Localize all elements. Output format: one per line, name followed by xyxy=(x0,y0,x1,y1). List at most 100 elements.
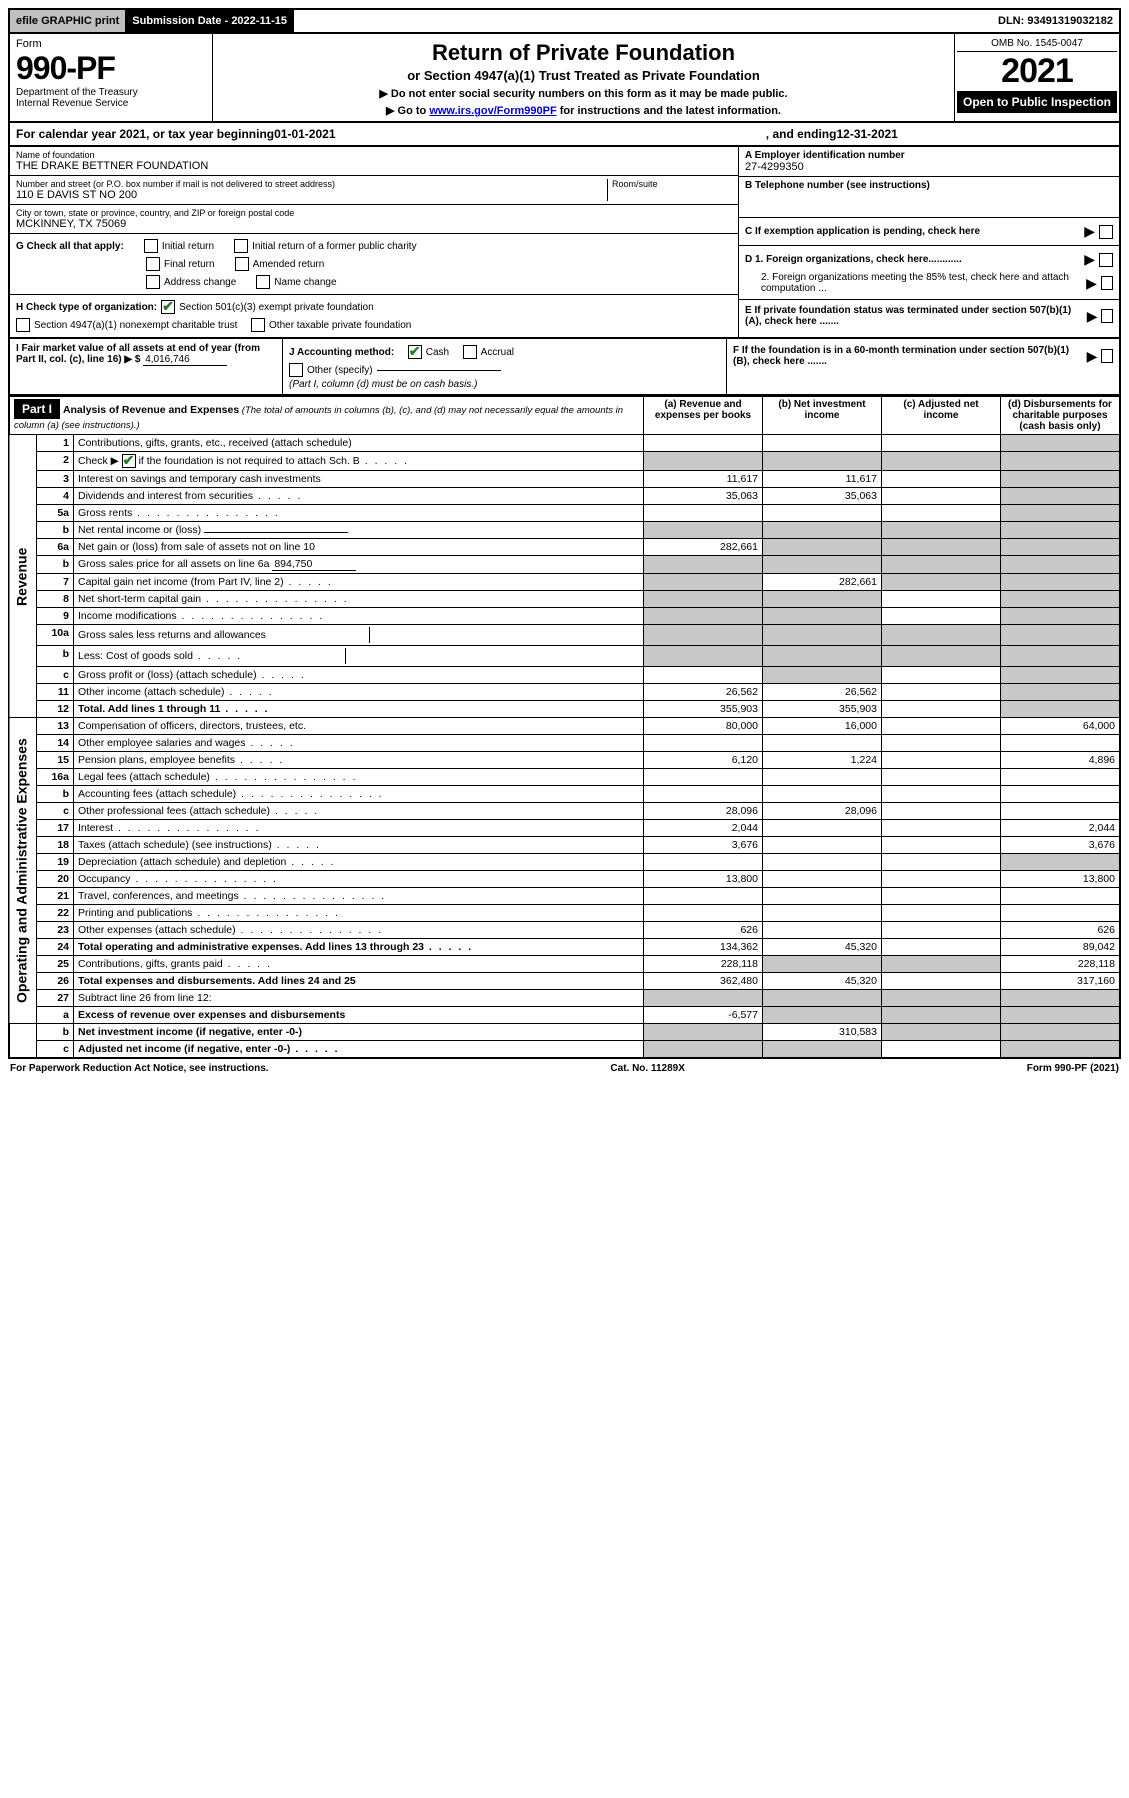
g-opt-5: Name change xyxy=(274,277,336,288)
g-opt-3: Amended return xyxy=(253,259,325,270)
cb-name-change[interactable] xyxy=(256,275,270,289)
cb-sch-b[interactable] xyxy=(122,454,136,468)
cb-cash[interactable] xyxy=(408,345,422,359)
table-row: 12 Total. Add lines 1 through 11 355,903… xyxy=(9,701,1120,718)
expenses-side-label: Operating and Administrative Expenses xyxy=(9,718,37,1024)
table-row: 4 Dividends and interest from securities… xyxy=(9,488,1120,505)
table-row: c Gross profit or (loss) (attach schedul… xyxy=(9,667,1120,684)
j-note: (Part I, column (d) must be on cash basi… xyxy=(289,379,720,390)
cal-pre: For calendar year 2021, or tax year begi… xyxy=(16,127,274,141)
table-row: 19 Depreciation (attach schedule) and de… xyxy=(9,854,1120,871)
header-center: Return of Private Foundation or Section … xyxy=(213,34,954,121)
row-desc: Contributions, gifts, grants, etc., rece… xyxy=(74,435,644,452)
table-row: 21 Travel, conferences, and meetings xyxy=(9,888,1120,905)
h-opt-2: Other taxable private foundation xyxy=(269,320,411,331)
table-row: 17 Interest 2,0442,044 xyxy=(9,820,1120,837)
calendar-year-row: For calendar year 2021, or tax year begi… xyxy=(8,123,1121,147)
form-word: Form xyxy=(16,38,206,50)
top-spacer xyxy=(294,10,992,32)
footer-mid: Cat. No. 11289X xyxy=(610,1063,684,1074)
j-cell: J Accounting method: Cash Accrual Other … xyxy=(283,339,727,394)
cb-status-terminated[interactable] xyxy=(1101,309,1113,323)
cb-4947a1[interactable] xyxy=(16,318,30,332)
form-header: Form 990-PF Department of the Treasury I… xyxy=(8,34,1121,123)
cb-address-change[interactable] xyxy=(146,275,160,289)
table-row: b Net rental income or (loss) xyxy=(9,522,1120,539)
table-row: 26 Total expenses and disbursements. Add… xyxy=(9,973,1120,990)
footer: For Paperwork Reduction Act Notice, see … xyxy=(8,1059,1121,1078)
cb-final-return[interactable] xyxy=(146,257,160,271)
foundation-name-cell: Name of foundation THE DRAKE BETTNER FOU… xyxy=(10,147,738,176)
c-label: C If exemption application is pending, c… xyxy=(745,226,980,237)
row-desc: Check ▶ if the foundation is not require… xyxy=(74,452,644,471)
i-value: 4,016,746 xyxy=(143,354,227,366)
table-row: 2 Check ▶ if the foundation is not requi… xyxy=(9,452,1120,471)
table-row: 23 Other expenses (attach schedule) 6266… xyxy=(9,922,1120,939)
f-cell: F If the foundation is in a 60-month ter… xyxy=(727,339,1119,394)
ein-label: A Employer identification number xyxy=(745,150,1113,161)
note2-pre: ▶ Go to xyxy=(386,105,429,117)
cb-other-method[interactable] xyxy=(289,363,303,377)
tel-label: B Telephone number (see instructions) xyxy=(745,180,1113,191)
cb-exemption-pending[interactable] xyxy=(1099,225,1113,239)
cb-60-month[interactable] xyxy=(1101,349,1113,363)
c-cell: C If exemption application is pending, c… xyxy=(739,218,1119,246)
col-b-header: (b) Net investment income xyxy=(763,397,882,435)
table-row: c Adjusted net income (if negative, ente… xyxy=(9,1041,1120,1059)
table-row: 14 Other employee salaries and wages xyxy=(9,735,1120,752)
table-row: b Accounting fees (attach schedule) xyxy=(9,786,1120,803)
table-row: 6a Net gain or (loss) from sale of asset… xyxy=(9,539,1120,556)
table-row: 20 Occupancy 13,80013,800 xyxy=(9,871,1120,888)
info-right: A Employer identification number 27-4299… xyxy=(738,147,1119,337)
cb-other-taxable[interactable] xyxy=(251,318,265,332)
h-cell: H Check type of organization: Section 50… xyxy=(10,295,738,337)
cb-85pct[interactable] xyxy=(1101,276,1113,290)
city-label: City or town, state or province, country… xyxy=(16,208,732,218)
footer-right: Form 990-PF (2021) xyxy=(1027,1063,1119,1074)
info-grid: Name of foundation THE DRAKE BETTNER FOU… xyxy=(8,147,1121,339)
g-opt-0: Initial return xyxy=(162,241,214,252)
omb-number: OMB No. 1545-0047 xyxy=(957,36,1117,52)
table-row: b Gross sales price for all assets on li… xyxy=(9,556,1120,574)
col-d-header: (d) Disbursements for charitable purpose… xyxy=(1001,397,1121,435)
addr-label: Number and street (or P.O. box number if… xyxy=(16,179,607,189)
d2-label: 2. Foreign organizations meeting the 85%… xyxy=(761,272,1078,294)
table-row: b Net investment income (if negative, en… xyxy=(9,1024,1120,1041)
address-cell: Number and street (or P.O. box number if… xyxy=(10,176,738,205)
cb-foreign-org[interactable] xyxy=(1099,253,1113,267)
city-cell: City or town, state or province, country… xyxy=(10,205,738,234)
d1-label: D 1. Foreign organizations, check here..… xyxy=(745,254,962,265)
dln: DLN: 93491319032182 xyxy=(992,10,1119,32)
form-number: 990-PF xyxy=(16,50,206,87)
note2-post: for instructions and the latest informat… xyxy=(557,105,781,117)
table-row: 15 Pension plans, employee benefits 6,12… xyxy=(9,752,1120,769)
header-left: Form 990-PF Department of the Treasury I… xyxy=(10,34,213,121)
part1-table: Part I Analysis of Revenue and Expenses … xyxy=(8,396,1121,1059)
submission-date: Submission Date - 2022-11-15 xyxy=(126,10,294,32)
table-row: 3 Interest on savings and temporary cash… xyxy=(9,471,1120,488)
cb-501c3[interactable] xyxy=(161,300,175,314)
form990pf-link[interactable]: www.irs.gov/Form990PF xyxy=(429,105,556,117)
table-row: 10a Gross sales less returns and allowan… xyxy=(9,625,1120,646)
cb-initial-return[interactable] xyxy=(144,239,158,253)
g-opt-2: Final return xyxy=(164,259,215,270)
table-row: 22 Printing and publications xyxy=(9,905,1120,922)
top-bar: efile GRAPHIC print Submission Date - 20… xyxy=(8,8,1121,34)
table-row: a Excess of revenue over expenses and di… xyxy=(9,1007,1120,1024)
j-accrual: Accrual xyxy=(481,347,514,358)
city: MCKINNEY, TX 75069 xyxy=(16,218,732,230)
cal-mid: , and ending xyxy=(766,127,837,141)
cb-amended[interactable] xyxy=(235,257,249,271)
footer-left: For Paperwork Reduction Act Notice, see … xyxy=(10,1063,269,1074)
table-row: 25 Contributions, gifts, grants paid 228… xyxy=(9,956,1120,973)
cb-initial-former[interactable] xyxy=(234,239,248,253)
form-title: Return of Private Foundation xyxy=(219,40,948,66)
irs: Internal Revenue Service xyxy=(16,98,206,109)
table-row: 8 Net short-term capital gain xyxy=(9,591,1120,608)
table-row: 24 Total operating and administrative ex… xyxy=(9,939,1120,956)
table-row: c Other professional fees (attach schedu… xyxy=(9,803,1120,820)
e-cell: E If private foundation status was termi… xyxy=(739,300,1119,332)
cb-accrual[interactable] xyxy=(463,345,477,359)
table-row: 9 Income modifications xyxy=(9,608,1120,625)
efile-label[interactable]: efile GRAPHIC print xyxy=(10,10,126,32)
